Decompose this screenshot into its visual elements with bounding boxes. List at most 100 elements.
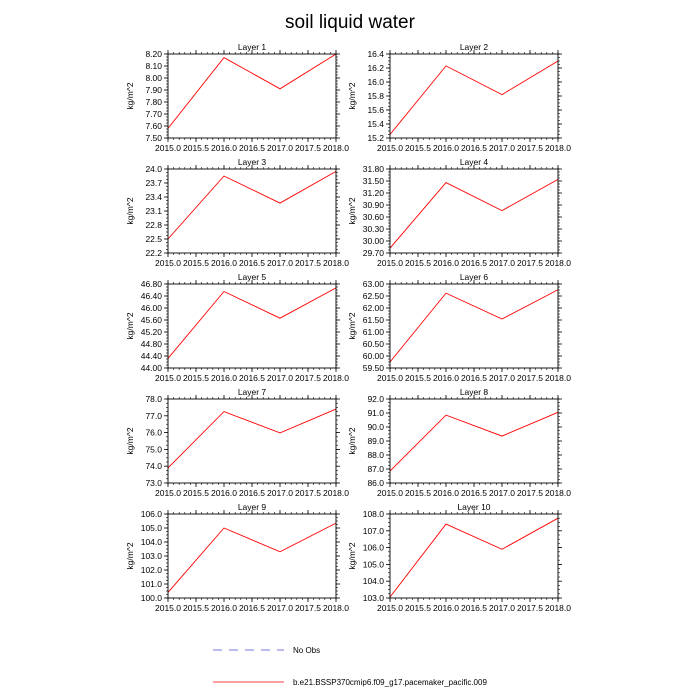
- y-tick-label: 23.1: [145, 206, 162, 216]
- plot-frame: [167, 398, 337, 484]
- x-tick-label: 2015.0: [377, 603, 403, 613]
- x-tick-label: 2018.0: [545, 143, 571, 153]
- y-tick-label: 74.0: [145, 461, 162, 471]
- plot-frame: [389, 513, 559, 599]
- x-tick-label: 2016.5: [239, 488, 265, 498]
- x-tick-label: 2015.0: [155, 603, 181, 613]
- x-tick-label: 2018.0: [545, 258, 571, 268]
- plot-frame: [389, 168, 559, 254]
- y-tick-label: 62.50: [363, 291, 385, 301]
- y-tick-label: 31.50: [363, 176, 385, 186]
- x-tick-label: 2017.0: [267, 143, 293, 153]
- x-tick-label: 2016.0: [433, 373, 459, 383]
- x-tick-label: 2016.5: [461, 373, 487, 383]
- series-line: [167, 287, 337, 359]
- y-tick-label: 15.4: [367, 119, 384, 129]
- y-tick-label: 7.90: [145, 85, 162, 95]
- x-tick-label: 2017.5: [517, 143, 543, 153]
- x-tick-label: 2015.5: [405, 143, 431, 153]
- y-tick-label: 92.0: [367, 394, 384, 404]
- panel-title: Layer 4: [460, 157, 489, 167]
- x-tick-label: 2016.0: [433, 603, 459, 613]
- y-tick-label: 87.0: [367, 464, 384, 474]
- x-tick-label: 2017.5: [517, 258, 543, 268]
- y-axis-label: kg/m^2: [347, 197, 357, 224]
- plot-frame: [167, 513, 337, 599]
- y-tick-label: 76.0: [145, 428, 162, 438]
- y-tick-label: 59.50: [363, 363, 385, 373]
- y-tick-label: 103.0: [363, 593, 385, 603]
- y-axis-label: kg/m^2: [125, 197, 135, 224]
- y-tick-label: 16.0: [367, 77, 384, 87]
- x-tick-label: 2017.5: [295, 258, 321, 268]
- panel-title: Layer 9: [238, 502, 267, 512]
- y-tick-label: 31.80: [363, 164, 385, 174]
- y-tick-label: 45.60: [141, 315, 163, 325]
- x-tick-label: 2015.5: [183, 603, 209, 613]
- x-tick-label: 2017.5: [295, 143, 321, 153]
- x-tick-label: 2016.0: [211, 488, 237, 498]
- y-tick-label: 8.10: [145, 61, 162, 71]
- x-tick-label: 2017.0: [489, 258, 515, 268]
- series-line: [167, 408, 337, 469]
- y-axis-label: kg/m^2: [125, 82, 135, 109]
- x-tick-label: 2015.5: [183, 373, 209, 383]
- plot-frame: [389, 398, 559, 484]
- x-tick-label: 2016.0: [433, 258, 459, 268]
- x-tick-label: 2017.0: [489, 488, 515, 498]
- x-tick-label: 2018.0: [545, 603, 571, 613]
- x-tick-label: 2016.0: [211, 258, 237, 268]
- y-tick-label: 91.0: [367, 408, 384, 418]
- y-tick-label: 90.0: [367, 422, 384, 432]
- y-tick-label: 73.0: [145, 478, 162, 488]
- y-tick-label: 104.0: [141, 537, 163, 547]
- y-tick-label: 60.00: [363, 351, 385, 361]
- x-tick-label: 2015.5: [405, 603, 431, 613]
- x-tick-label: 2017.0: [267, 603, 293, 613]
- y-tick-label: 101.0: [141, 579, 163, 589]
- x-tick-label: 2018.0: [323, 258, 349, 268]
- panel-title: Layer 2: [460, 42, 489, 52]
- x-tick-label: 2017.0: [489, 143, 515, 153]
- x-tick-label: 2016.5: [461, 143, 487, 153]
- x-tick-label: 2016.5: [461, 488, 487, 498]
- y-tick-label: 7.80: [145, 97, 162, 107]
- y-tick-label: 46.80: [141, 279, 163, 289]
- plot-frame: [167, 283, 337, 369]
- x-tick-label: 2016.5: [239, 373, 265, 383]
- x-tick-label: 2016.0: [211, 603, 237, 613]
- x-tick-label: 2015.0: [377, 488, 403, 498]
- y-tick-label: 8.00: [145, 73, 162, 83]
- y-tick-label: 106.0: [363, 543, 385, 553]
- y-tick-label: 63.00: [363, 279, 385, 289]
- x-tick-label: 2018.0: [323, 603, 349, 613]
- x-tick-label: 2016.0: [211, 143, 237, 153]
- y-axis-label: kg/m^2: [125, 427, 135, 454]
- series-line: [389, 179, 559, 249]
- y-tick-label: 44.00: [141, 363, 163, 373]
- figure-title: soil liquid water: [285, 12, 416, 33]
- y-tick-label: 16.2: [367, 63, 384, 73]
- plot-frame: [167, 53, 337, 139]
- y-tick-label: 30.00: [363, 236, 385, 246]
- panel-title: Layer 1: [238, 42, 267, 52]
- y-axis-label: kg/m^2: [125, 542, 135, 569]
- x-tick-label: 2015.5: [405, 258, 431, 268]
- legend-obs-label: No Obs: [293, 646, 320, 655]
- y-axis-label: kg/m^2: [347, 82, 357, 109]
- x-tick-label: 2017.0: [267, 488, 293, 498]
- x-tick-label: 2015.0: [155, 143, 181, 153]
- x-tick-label: 2017.0: [267, 373, 293, 383]
- y-tick-label: 105.0: [363, 559, 385, 569]
- plot-frame: [167, 168, 337, 254]
- y-tick-label: 15.2: [367, 133, 384, 143]
- y-tick-label: 31.20: [363, 188, 385, 198]
